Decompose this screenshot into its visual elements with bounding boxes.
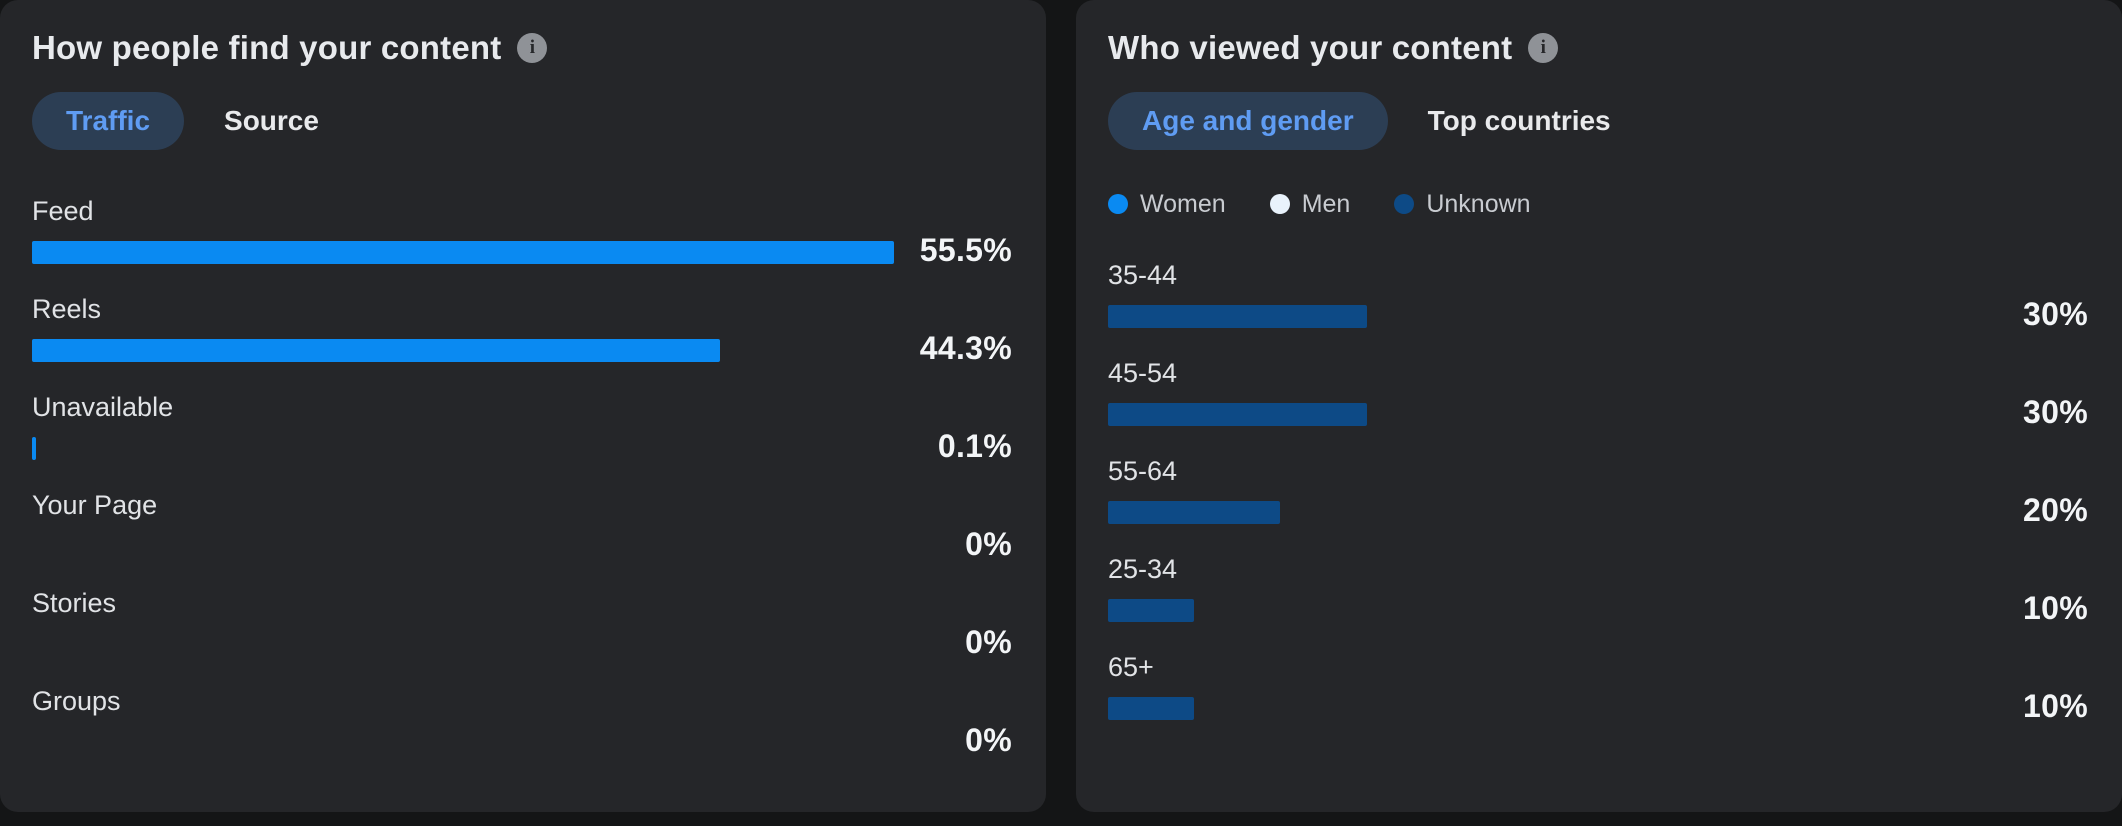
legend-dot-icon [1269, 194, 1290, 214]
legend-dot-icon [1394, 194, 1415, 214]
bar-track [1108, 305, 1970, 328]
find-content-card: How people find your content i Traffic S… [0, 0, 1046, 812]
bar-value: 0% [965, 624, 1012, 660]
card-title: Who viewed your content [1108, 29, 1513, 66]
bar-category-label: Groups [32, 686, 121, 716]
legend-label: Women [1140, 189, 1226, 218]
bar-fill [1108, 305, 1367, 328]
bar-value: 55.5% [919, 232, 1012, 268]
age-gender-bar-chart: 35-44 30% 45-54 30% 55-64 20% 25-34 10% 65+ 10% [1108, 258, 2088, 724]
card-title: How people find your content [32, 29, 502, 66]
bar-track [1108, 599, 1970, 622]
viewed-content-tabs: Age and gender Top countries [1108, 92, 2088, 150]
bar-value: 0.1% [937, 428, 1012, 464]
info-icon[interactable]: i [1528, 33, 1559, 63]
bar-row: 35-44 30% [1108, 258, 2088, 332]
bar-fill [32, 339, 721, 362]
bar-category-label: Unavailable [32, 392, 174, 422]
bar-category-label: Your Page [32, 490, 158, 520]
find-content-bar-chart: Feed 55.5% Reels 44.3% Unavailable 0.1% Your P… [32, 194, 1012, 758]
bar-row: Feed 55.5% [32, 194, 1012, 268]
bar-category-label: Reels [32, 294, 102, 324]
bar-fill [32, 437, 36, 460]
bar-value: 20% [2023, 492, 2088, 528]
info-icon[interactable]: i [517, 33, 548, 63]
viewed-content-header: Who viewed your content i [1108, 26, 2088, 70]
legend-item-women[interactable]: Women [1108, 190, 1226, 219]
bar-row: 45-54 30% [1108, 356, 2088, 430]
bar-value: 30% [2023, 296, 2088, 332]
viewed-content-card: Who viewed your content i Age and gender… [1076, 0, 2122, 812]
bar-track [1108, 403, 1970, 426]
bar-category-label: Feed [32, 196, 94, 226]
bar-value: 44.3% [919, 330, 1012, 366]
bar-row: Unavailable 0.1% [32, 390, 1012, 464]
bar-fill [1108, 599, 1195, 622]
tab-top-countries[interactable]: Top countries [1427, 105, 1611, 136]
bar-category-label: 55-64 [1108, 456, 1178, 486]
bar-category-label: 35-44 [1108, 260, 1178, 290]
bar-row: Reels 44.3% [32, 292, 1012, 366]
legend-label: Unknown [1426, 189, 1531, 218]
bar-value: 0% [965, 526, 1012, 562]
bar-row: 65+ 10% [1108, 650, 2088, 724]
bar-track [1108, 697, 1970, 720]
bar-category-label: 65+ [1108, 652, 1154, 682]
bar-track [32, 241, 895, 264]
tab-source[interactable]: Source [224, 105, 319, 136]
bar-row: 55-64 20% [1108, 454, 2088, 528]
legend-dot-icon [1108, 194, 1128, 214]
find-content-tabs: Traffic Source [32, 92, 1012, 150]
bar-category-label: 25-34 [1108, 554, 1178, 584]
bar-value: 10% [2023, 688, 2088, 724]
tab-traffic[interactable]: Traffic [32, 92, 185, 150]
bar-fill [1108, 501, 1281, 524]
bar-category-label: 45-54 [1108, 358, 1178, 388]
bar-track [32, 535, 894, 558]
bar-row: 25-34 10% [1108, 552, 2088, 626]
bar-row: Stories 0% [32, 586, 1012, 660]
bar-fill [32, 241, 895, 264]
bar-row: Your Page 0% [32, 488, 1012, 562]
bar-track [32, 437, 894, 460]
gender-legend: Women Men Unknown [1108, 190, 2088, 218]
find-content-header: How people find your content i [32, 26, 1012, 70]
legend-item-men[interactable]: Men [1269, 189, 1351, 219]
legend-item-unknown[interactable]: Unknown [1394, 189, 1531, 219]
bar-fill [1108, 403, 1367, 426]
legend-label: Men [1301, 189, 1351, 218]
bar-track [1108, 501, 1970, 524]
bar-value: 30% [2023, 394, 2088, 430]
bar-category-label: Stories [32, 588, 117, 618]
bar-track [32, 633, 894, 656]
bar-track [32, 731, 894, 754]
bar-track [32, 339, 894, 362]
bar-row: Groups 0% [32, 684, 1012, 758]
bar-value: 10% [2023, 590, 2088, 626]
tab-age-and-gender[interactable]: Age and gender [1108, 92, 1388, 150]
bar-value: 0% [965, 722, 1012, 758]
bar-fill [1108, 697, 1195, 720]
